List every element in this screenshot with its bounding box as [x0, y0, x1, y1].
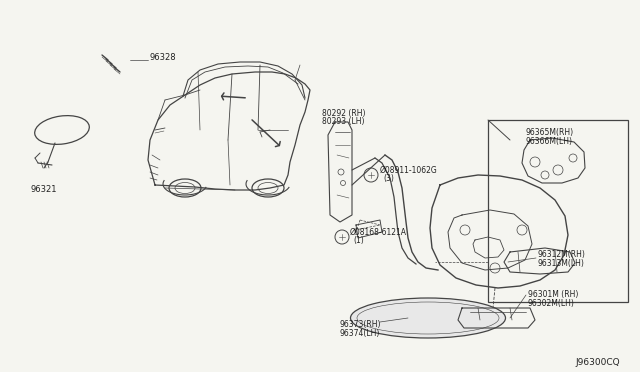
- Text: Ø08168-6121A: Ø08168-6121A: [350, 228, 407, 237]
- Text: 96365M(RH): 96365M(RH): [525, 128, 573, 137]
- Text: 80292 (RH): 80292 (RH): [322, 109, 365, 118]
- Text: 96313M(LH): 96313M(LH): [538, 259, 585, 268]
- Text: (3): (3): [383, 173, 394, 183]
- Bar: [488, 120, 628, 302]
- Text: 96302M(LH): 96302M(LH): [528, 299, 575, 308]
- Text: 96373(RH): 96373(RH): [340, 320, 381, 329]
- Text: Ø08911-1062G: Ø08911-1062G: [380, 166, 438, 174]
- Text: 96321: 96321: [31, 185, 57, 194]
- Text: (1): (1): [353, 235, 364, 244]
- Ellipse shape: [351, 298, 506, 338]
- Text: 80293 (LH): 80293 (LH): [322, 117, 365, 126]
- Text: 96366M(LH): 96366M(LH): [525, 137, 572, 146]
- Text: 96301M (RH): 96301M (RH): [528, 290, 579, 299]
- Text: 96328: 96328: [150, 52, 177, 61]
- Text: 96312M(RH): 96312M(RH): [538, 250, 586, 259]
- Text: J96300CQ: J96300CQ: [575, 358, 620, 367]
- Text: 96374(LH): 96374(LH): [340, 329, 380, 338]
